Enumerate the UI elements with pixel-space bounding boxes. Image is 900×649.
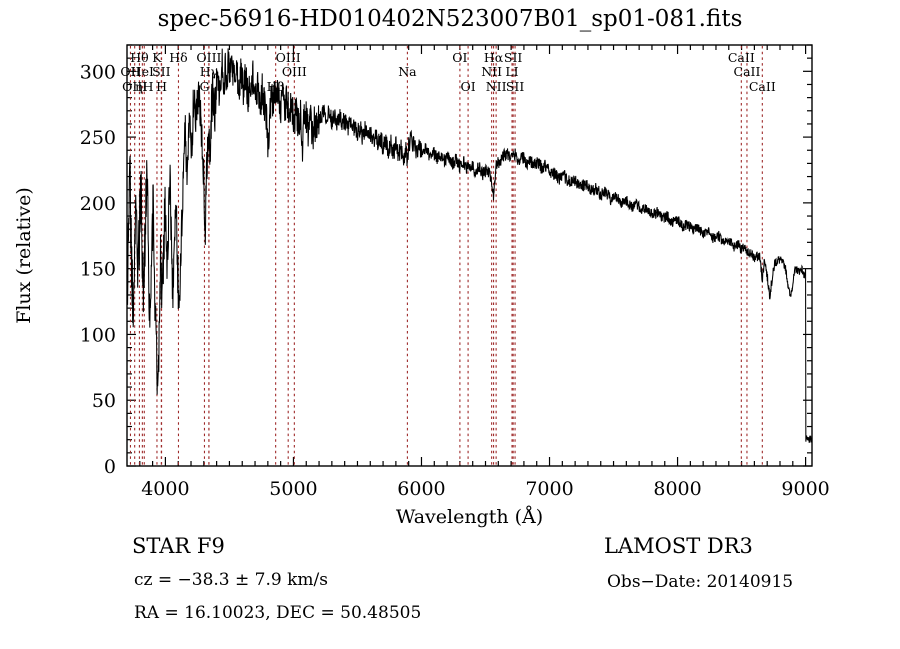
y-tick-label: 100 <box>80 324 116 346</box>
survey-label: LAMOST DR3 <box>604 534 753 558</box>
plot-frame <box>126 44 813 467</box>
y-tick-label: 200 <box>80 193 116 215</box>
spectral-line-label: NII <box>481 64 502 79</box>
spectral-line-label: ηH <box>135 79 153 94</box>
spectral-line-label: CaII <box>734 64 761 79</box>
observation-date: Obs−Date: 20140915 <box>607 572 794 592</box>
line-marker-group <box>129 46 763 465</box>
spectral-line-label: Hθ <box>130 50 148 65</box>
object-class-label: STAR F9 <box>132 534 225 558</box>
x-tick-label: 4000 <box>141 478 189 500</box>
x-tick-label: 5000 <box>269 478 317 500</box>
spectral-line-label: SII <box>152 64 171 79</box>
spectral-line-label: NII <box>486 79 507 94</box>
y-tick-label: 250 <box>80 127 116 149</box>
spectral-line-label: Hα <box>484 50 504 65</box>
coordinates: RA = 16.10023, DEC = 50.48505 <box>134 603 422 623</box>
y-tick-label: 300 <box>80 61 116 83</box>
y-tick-label: 50 <box>92 390 116 412</box>
spectral-line-label: Hγ <box>200 64 218 79</box>
y-tick-label: 150 <box>80 259 116 281</box>
spectral-line-label: LI <box>505 64 518 79</box>
spectral-line-label: CaII <box>728 50 755 65</box>
x-tick-label: 8000 <box>653 478 701 500</box>
page-title: spec-56916-HD010402N523007B01_sp01-081.f… <box>157 6 743 32</box>
spectral-line-label: OIII <box>282 64 307 79</box>
spectral-line-label: OIII <box>196 50 221 65</box>
x-tick-label: 7000 <box>525 478 573 500</box>
x-axis-label: Wavelength (Å) <box>396 506 543 528</box>
redshift-velocity: cz = −38.3 ± 7.9 km/s <box>134 570 328 590</box>
spectral-line-label: OI <box>452 50 467 65</box>
spectral-line-label: H <box>156 79 167 94</box>
spectral-line-label: SII <box>504 50 523 65</box>
spectral-line-label: SII <box>506 79 525 94</box>
spectrum-trace <box>126 48 813 443</box>
spectral-line-label: Hδ <box>169 50 187 65</box>
spectral-line-label: OIII <box>276 50 301 65</box>
spectral-line-label: OI <box>460 79 475 94</box>
y-tick-label: 0 <box>104 456 116 478</box>
spectral-line-label: CaII <box>749 79 776 94</box>
spectral-line-label: HeI <box>131 64 154 79</box>
spectral-line-label: Na <box>398 64 417 79</box>
y-axis-label: Flux (relative) <box>13 187 35 324</box>
spectral-line-label: OII <box>120 64 140 79</box>
spectral-line-label: K <box>152 50 162 65</box>
x-tick-label: 9000 <box>781 478 829 500</box>
spectral-line-label: OIII <box>122 79 147 94</box>
spectral-line-label: G <box>199 79 209 94</box>
x-tick-label: 6000 <box>397 478 445 500</box>
